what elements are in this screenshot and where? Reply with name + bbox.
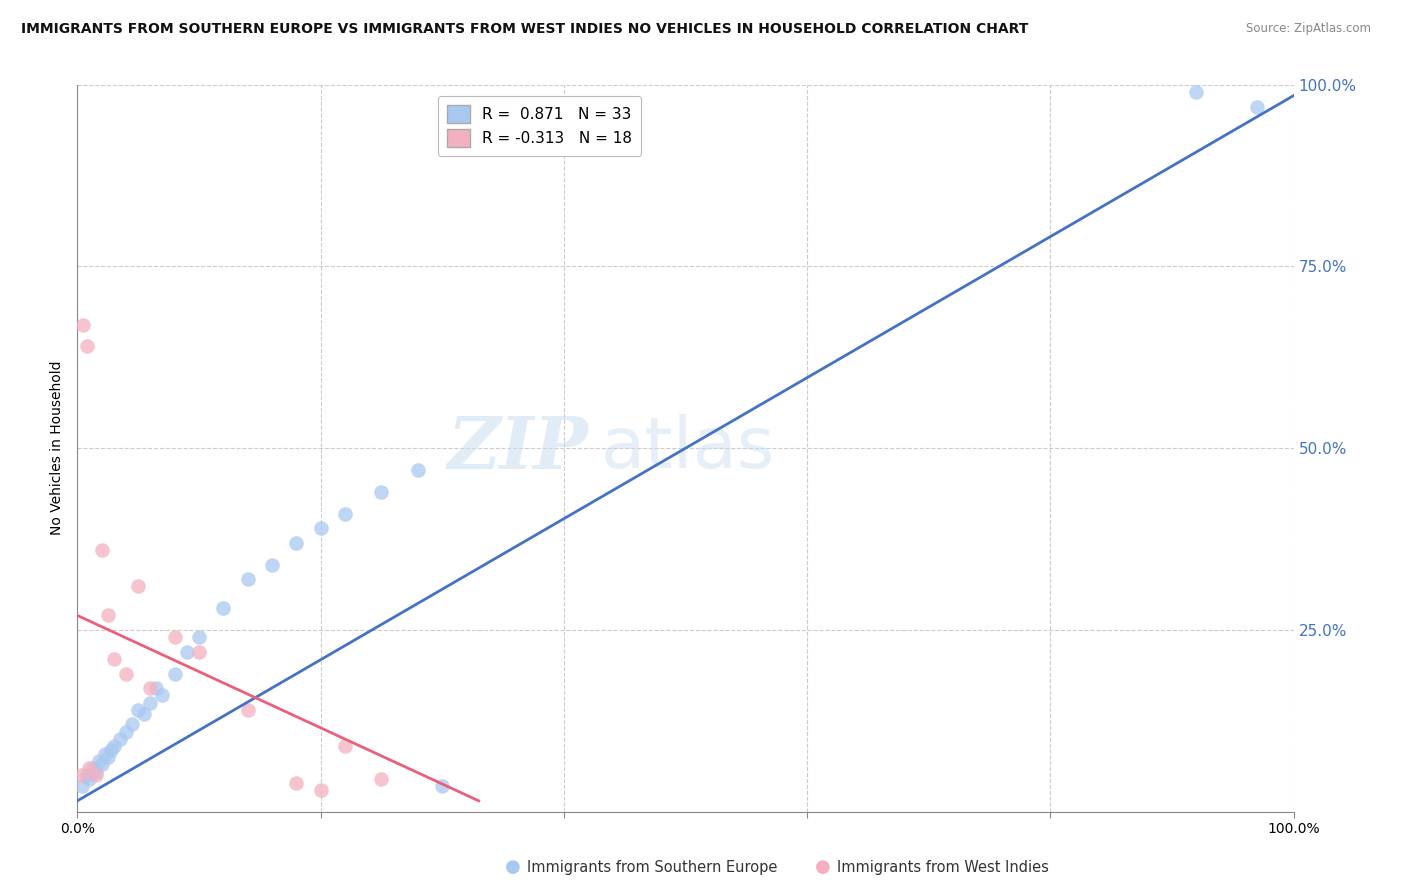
Point [100,743,122,757]
Point [115,666,138,681]
Point [79,761,101,775]
Point [1246,99,1268,113]
Y-axis label: No Vehicles in Household: No Vehicles in Household [51,361,65,535]
Point [94,747,117,761]
Point [84,768,107,782]
Text: atlas: atlas [600,414,775,483]
Point [309,521,332,535]
Point [108,731,131,746]
Point [127,703,149,717]
Point [79,772,101,786]
Point [90,543,112,558]
Point [134,706,156,721]
Point [139,681,162,695]
Text: Source: ZipAtlas.com: Source: ZipAtlas.com [1246,22,1371,36]
Point [145,681,167,695]
Point [285,775,308,789]
Point [1185,85,1208,99]
Point [70,779,93,793]
Text: IMMIGRANTS FROM SOUTHERN EUROPE VS IMMIGRANTS FROM WEST INDIES NO VEHICLES IN HO: IMMIGRANTS FROM SOUTHERN EUROPE VS IMMIG… [21,22,1028,37]
Point [90,757,112,772]
Text: ZIP: ZIP [447,413,588,483]
Point [236,703,259,717]
Point [333,507,356,521]
Point [103,739,125,754]
Point [370,772,392,786]
Point [84,764,107,779]
Point [152,689,174,703]
Point [82,761,104,775]
Point [139,696,162,710]
Point [97,750,120,764]
Point [188,630,211,644]
Point [163,666,186,681]
Text: ●: ● [814,858,831,876]
Point [70,768,93,782]
Point [309,783,332,797]
Text: Immigrants from West Indies: Immigrants from West Indies [837,860,1049,874]
Point [236,572,259,586]
Legend: R =  0.871   N = 33, R = -0.313   N = 18: R = 0.871 N = 33, R = -0.313 N = 18 [437,96,641,156]
Point [103,652,125,666]
Point [72,318,94,332]
Point [188,645,211,659]
Point [333,739,356,754]
Point [406,463,429,477]
Point [76,768,98,782]
Point [432,779,454,793]
Point [76,339,98,353]
Point [260,558,283,572]
Point [370,484,392,499]
Point [121,717,143,731]
Point [115,724,138,739]
Point [163,630,186,644]
Point [89,754,111,768]
Point [285,535,308,549]
Text: ●: ● [505,858,522,876]
Text: Immigrants from Southern Europe: Immigrants from Southern Europe [527,860,778,874]
Point [176,645,198,659]
Point [127,579,149,593]
Point [212,601,235,615]
Point [97,608,120,623]
